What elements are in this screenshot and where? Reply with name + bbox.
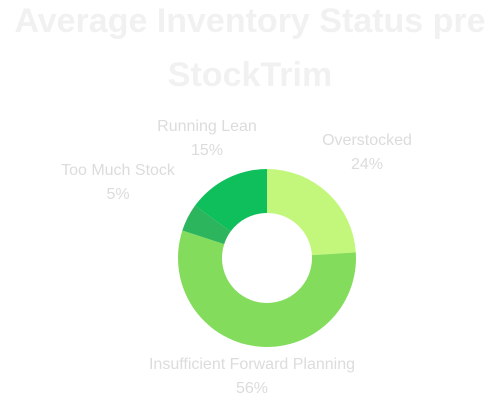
donut-segment bbox=[177, 230, 356, 348]
value-label: 56% bbox=[236, 380, 268, 397]
value-label: 15% bbox=[191, 142, 223, 159]
donut-segment bbox=[182, 205, 231, 245]
segment-label: Too Much Stock bbox=[61, 162, 176, 179]
segment-label: Running Lean bbox=[157, 118, 257, 135]
segment-label: Overstocked bbox=[322, 132, 412, 149]
donut-segment bbox=[194, 169, 267, 232]
donut-segment bbox=[267, 169, 356, 256]
chart-title: Average Inventory Status pre StockTrim bbox=[14, 2, 486, 94]
segment-label: Insufficient Forward Planning bbox=[149, 356, 355, 373]
value-label: 24% bbox=[351, 156, 383, 173]
value-label: 5% bbox=[106, 186, 129, 203]
